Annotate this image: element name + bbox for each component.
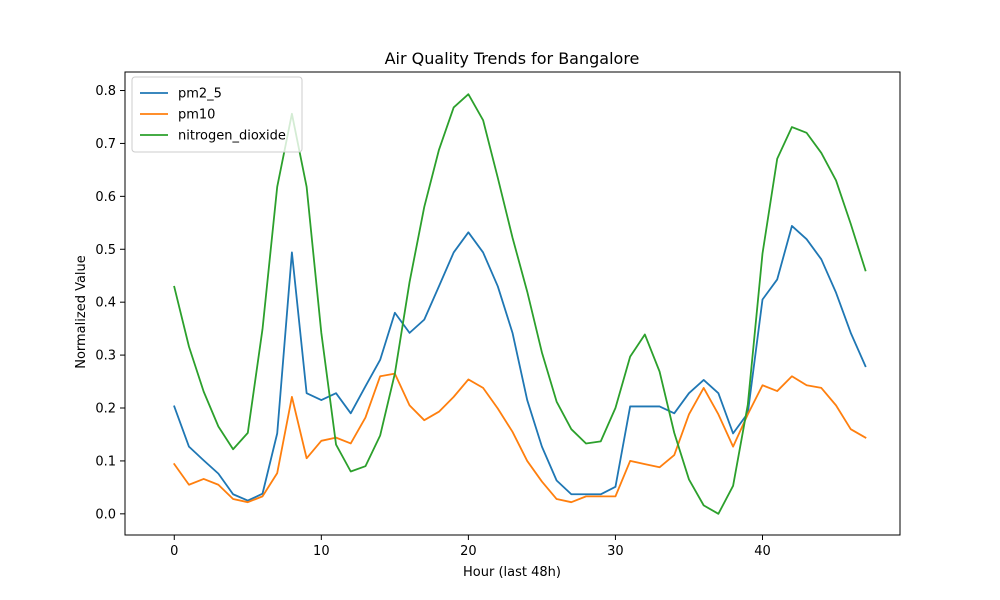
legend-pm2-5-label: pm2_5 (178, 87, 222, 102)
legend: pm2_5 pm10 nitrogen_dioxide (131, 76, 303, 153)
legend-box (131, 76, 303, 153)
axes-frame (124, 71, 901, 536)
y-tick-label: 0.1 (95, 454, 116, 469)
x-tick-label: 40 (754, 544, 771, 559)
chart-title: Air Quality Trends for Bangalore (385, 49, 640, 68)
legend-nitrogen-dioxide-label: nitrogen_dioxide (178, 129, 286, 144)
y-tick-label: 0.4 (95, 296, 116, 311)
x-tick-label: 20 (460, 544, 477, 559)
y-axis-label: Normalized Value (74, 255, 89, 369)
series-line-pm2-5 (173, 225, 867, 502)
y-tick-label: 0.3 (95, 349, 116, 364)
x-axis-label: Hour (last 48h) (463, 565, 561, 580)
y-tick-label: 0.2 (95, 402, 116, 417)
x-tick-label: 10 (313, 544, 330, 559)
y-tick-label: 0.6 (95, 190, 116, 205)
y-tick-label: 0.7 (95, 137, 116, 152)
y-tick-label: 0.8 (95, 84, 116, 99)
x-tick-label: 30 (607, 544, 624, 559)
x-tick-label: 0 (170, 544, 178, 559)
y-tick-label: 0.5 (95, 243, 116, 258)
y-tick-label: 0.0 (95, 507, 116, 522)
series-line-pm10 (173, 372, 867, 504)
legend-pm10-label: pm10 (178, 108, 215, 123)
